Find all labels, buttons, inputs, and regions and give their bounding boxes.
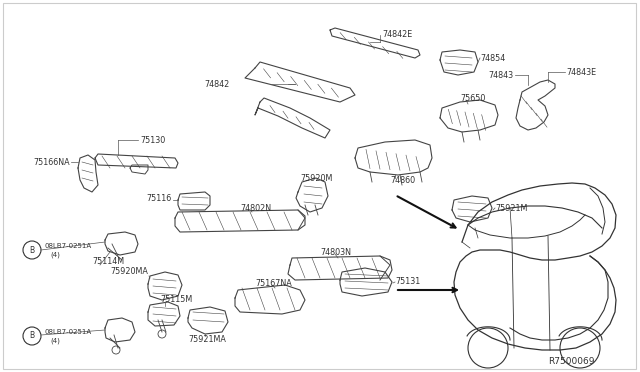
Text: 75921MA: 75921MA — [188, 336, 226, 344]
Text: 74843: 74843 — [489, 71, 514, 80]
Text: 75114M: 75114M — [92, 257, 124, 266]
Text: 74842E: 74842E — [382, 29, 412, 38]
Text: R7500069: R7500069 — [548, 357, 595, 366]
Text: 75920M: 75920M — [300, 173, 332, 183]
Text: 08LB7-0251A: 08LB7-0251A — [44, 329, 91, 335]
Text: B: B — [29, 331, 35, 340]
Text: 74854: 74854 — [480, 54, 505, 62]
Text: 08LB7-0251A: 08LB7-0251A — [44, 243, 91, 249]
Text: 75650: 75650 — [460, 93, 485, 103]
Text: 75116: 75116 — [147, 193, 172, 202]
Text: 74842: 74842 — [205, 80, 230, 89]
Text: 75166NA: 75166NA — [33, 157, 70, 167]
Text: 75115M: 75115M — [160, 295, 192, 305]
Text: 74803N: 74803N — [320, 247, 351, 257]
Text: 74843E: 74843E — [566, 67, 596, 77]
Text: B: B — [29, 246, 35, 254]
Text: 75921M: 75921M — [495, 203, 527, 212]
Text: 75167NA: 75167NA — [255, 279, 292, 288]
Text: (4): (4) — [50, 338, 60, 344]
Text: 75131: 75131 — [395, 278, 420, 286]
Text: 75130: 75130 — [140, 135, 165, 144]
Text: 75920MA: 75920MA — [110, 267, 148, 276]
Text: 74860: 74860 — [390, 176, 415, 185]
Text: 74802N: 74802N — [240, 203, 271, 212]
Text: (4): (4) — [50, 252, 60, 258]
